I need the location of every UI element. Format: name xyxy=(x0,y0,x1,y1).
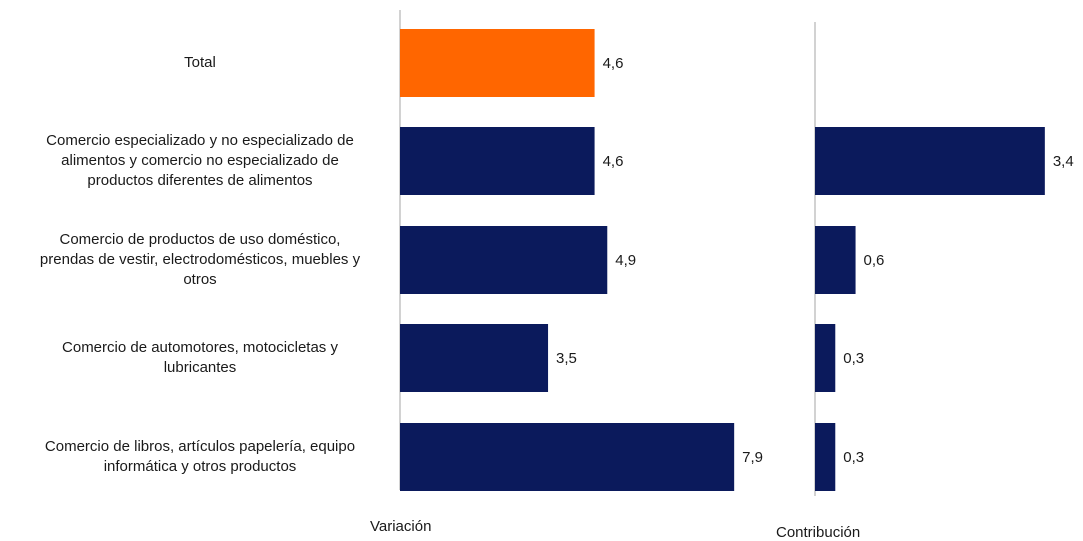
category-label-4-line-1: informática y otros productos xyxy=(103,458,297,475)
category-label-2-line-2: otros xyxy=(183,271,217,288)
category-label-1-line-0: Comercio especializado y no especializad… xyxy=(46,132,354,149)
category-label-0: Total xyxy=(10,53,390,73)
contribution-bar-2 xyxy=(815,226,856,294)
category-label-1: Comercio especializado y no especializad… xyxy=(10,131,390,191)
variation-bar-3 xyxy=(400,324,549,392)
category-label-2-line-1: prendas de vestir, electrodomésticos, mu… xyxy=(39,251,361,268)
category-label-1-line-2: productos diferentes de alimentos xyxy=(87,172,313,189)
contribution-value-label-1: 3,4 xyxy=(1053,153,1074,170)
contribution-axis-title: Contribución xyxy=(776,524,861,541)
contribution-bar-4 xyxy=(815,423,836,491)
variation-value-label-3: 3,5 xyxy=(556,350,577,367)
category-label-1-line-1: alimentos y comercio no especializado de xyxy=(61,152,339,169)
category-label-3-line-1: lubricantes xyxy=(163,359,237,376)
category-label-3-line-0: Comercio de automotores, motocicletas y xyxy=(62,339,338,356)
category-label-4: Comercio de libros, artículos papelería,… xyxy=(10,437,390,477)
contribution-bar-1 xyxy=(815,127,1045,195)
contribution-bar-3 xyxy=(815,324,836,392)
category-label-3: Comercio de automotores, motocicletas y l… xyxy=(10,338,390,378)
variation-bar-4 xyxy=(400,423,735,491)
variation-value-label-0: 4,6 xyxy=(603,55,624,72)
variation-value-label-4: 7,9 xyxy=(742,449,763,466)
variation-bar-1 xyxy=(400,127,595,195)
variation-value-label-1: 4,6 xyxy=(603,153,624,170)
variation-value-label-2: 4,9 xyxy=(615,252,636,269)
contribution-value-label-4: 0,3 xyxy=(843,449,864,466)
category-label-0-line-0: Total xyxy=(184,54,216,71)
category-label-4-line-0: Comercio de libros, artículos papelería,… xyxy=(44,438,356,455)
category-label-2-line-0: Comercio de productos de uso doméstico, xyxy=(59,231,341,248)
contribution-value-label-3: 0,3 xyxy=(843,350,864,367)
variation-bar-2 xyxy=(400,226,608,294)
contribution-value-label-2: 0,6 xyxy=(864,252,885,269)
variation-bar-0 xyxy=(400,29,595,97)
category-label-2: Comercio de productos de uso doméstico, p… xyxy=(10,230,390,290)
variation-axis-title: Variación xyxy=(370,518,432,535)
